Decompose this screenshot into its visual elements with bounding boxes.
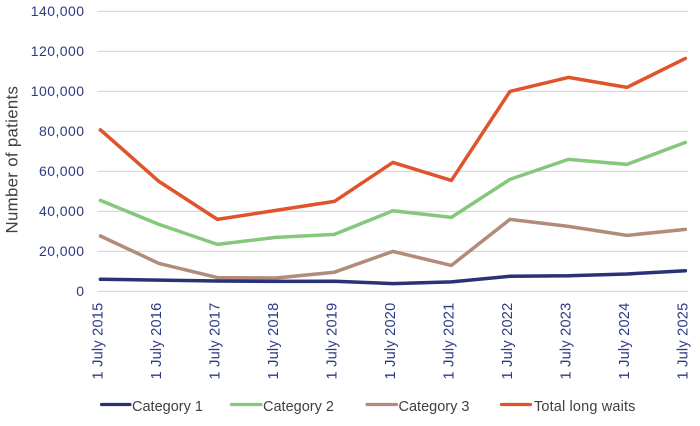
svg-text:40,000: 40,000 (39, 203, 85, 219)
svg-text:1 July 2023: 1 July 2023 (559, 303, 575, 380)
svg-text:140,000: 140,000 (31, 3, 85, 19)
svg-text:Category 1: Category 1 (132, 399, 203, 415)
svg-text:Category 3: Category 3 (399, 399, 470, 415)
svg-text:Number of patients: Number of patients (2, 86, 21, 234)
svg-text:1 July 2022: 1 July 2022 (500, 303, 516, 380)
svg-text:120,000: 120,000 (31, 43, 85, 59)
svg-text:60,000: 60,000 (39, 163, 85, 179)
svg-text:0: 0 (76, 283, 84, 299)
svg-text:80,000: 80,000 (39, 123, 85, 139)
svg-text:1 July 2015: 1 July 2015 (91, 303, 107, 380)
svg-text:1 July 2024: 1 July 2024 (617, 303, 633, 380)
svg-text:100,000: 100,000 (31, 83, 85, 99)
svg-text:1 July 2025: 1 July 2025 (676, 303, 692, 380)
svg-text:1 July 2021: 1 July 2021 (442, 303, 458, 380)
svg-text:1 July 2016: 1 July 2016 (149, 303, 165, 380)
svg-text:Category 2: Category 2 (263, 399, 334, 415)
svg-text:20,000: 20,000 (39, 243, 85, 259)
svg-text:Total long waits: Total long waits (534, 399, 636, 415)
svg-text:1 July 2017: 1 July 2017 (208, 303, 224, 380)
svg-text:1 July 2020: 1 July 2020 (383, 303, 399, 380)
svg-text:1 July 2018: 1 July 2018 (266, 303, 282, 380)
svg-text:1 July 2019: 1 July 2019 (325, 303, 341, 380)
